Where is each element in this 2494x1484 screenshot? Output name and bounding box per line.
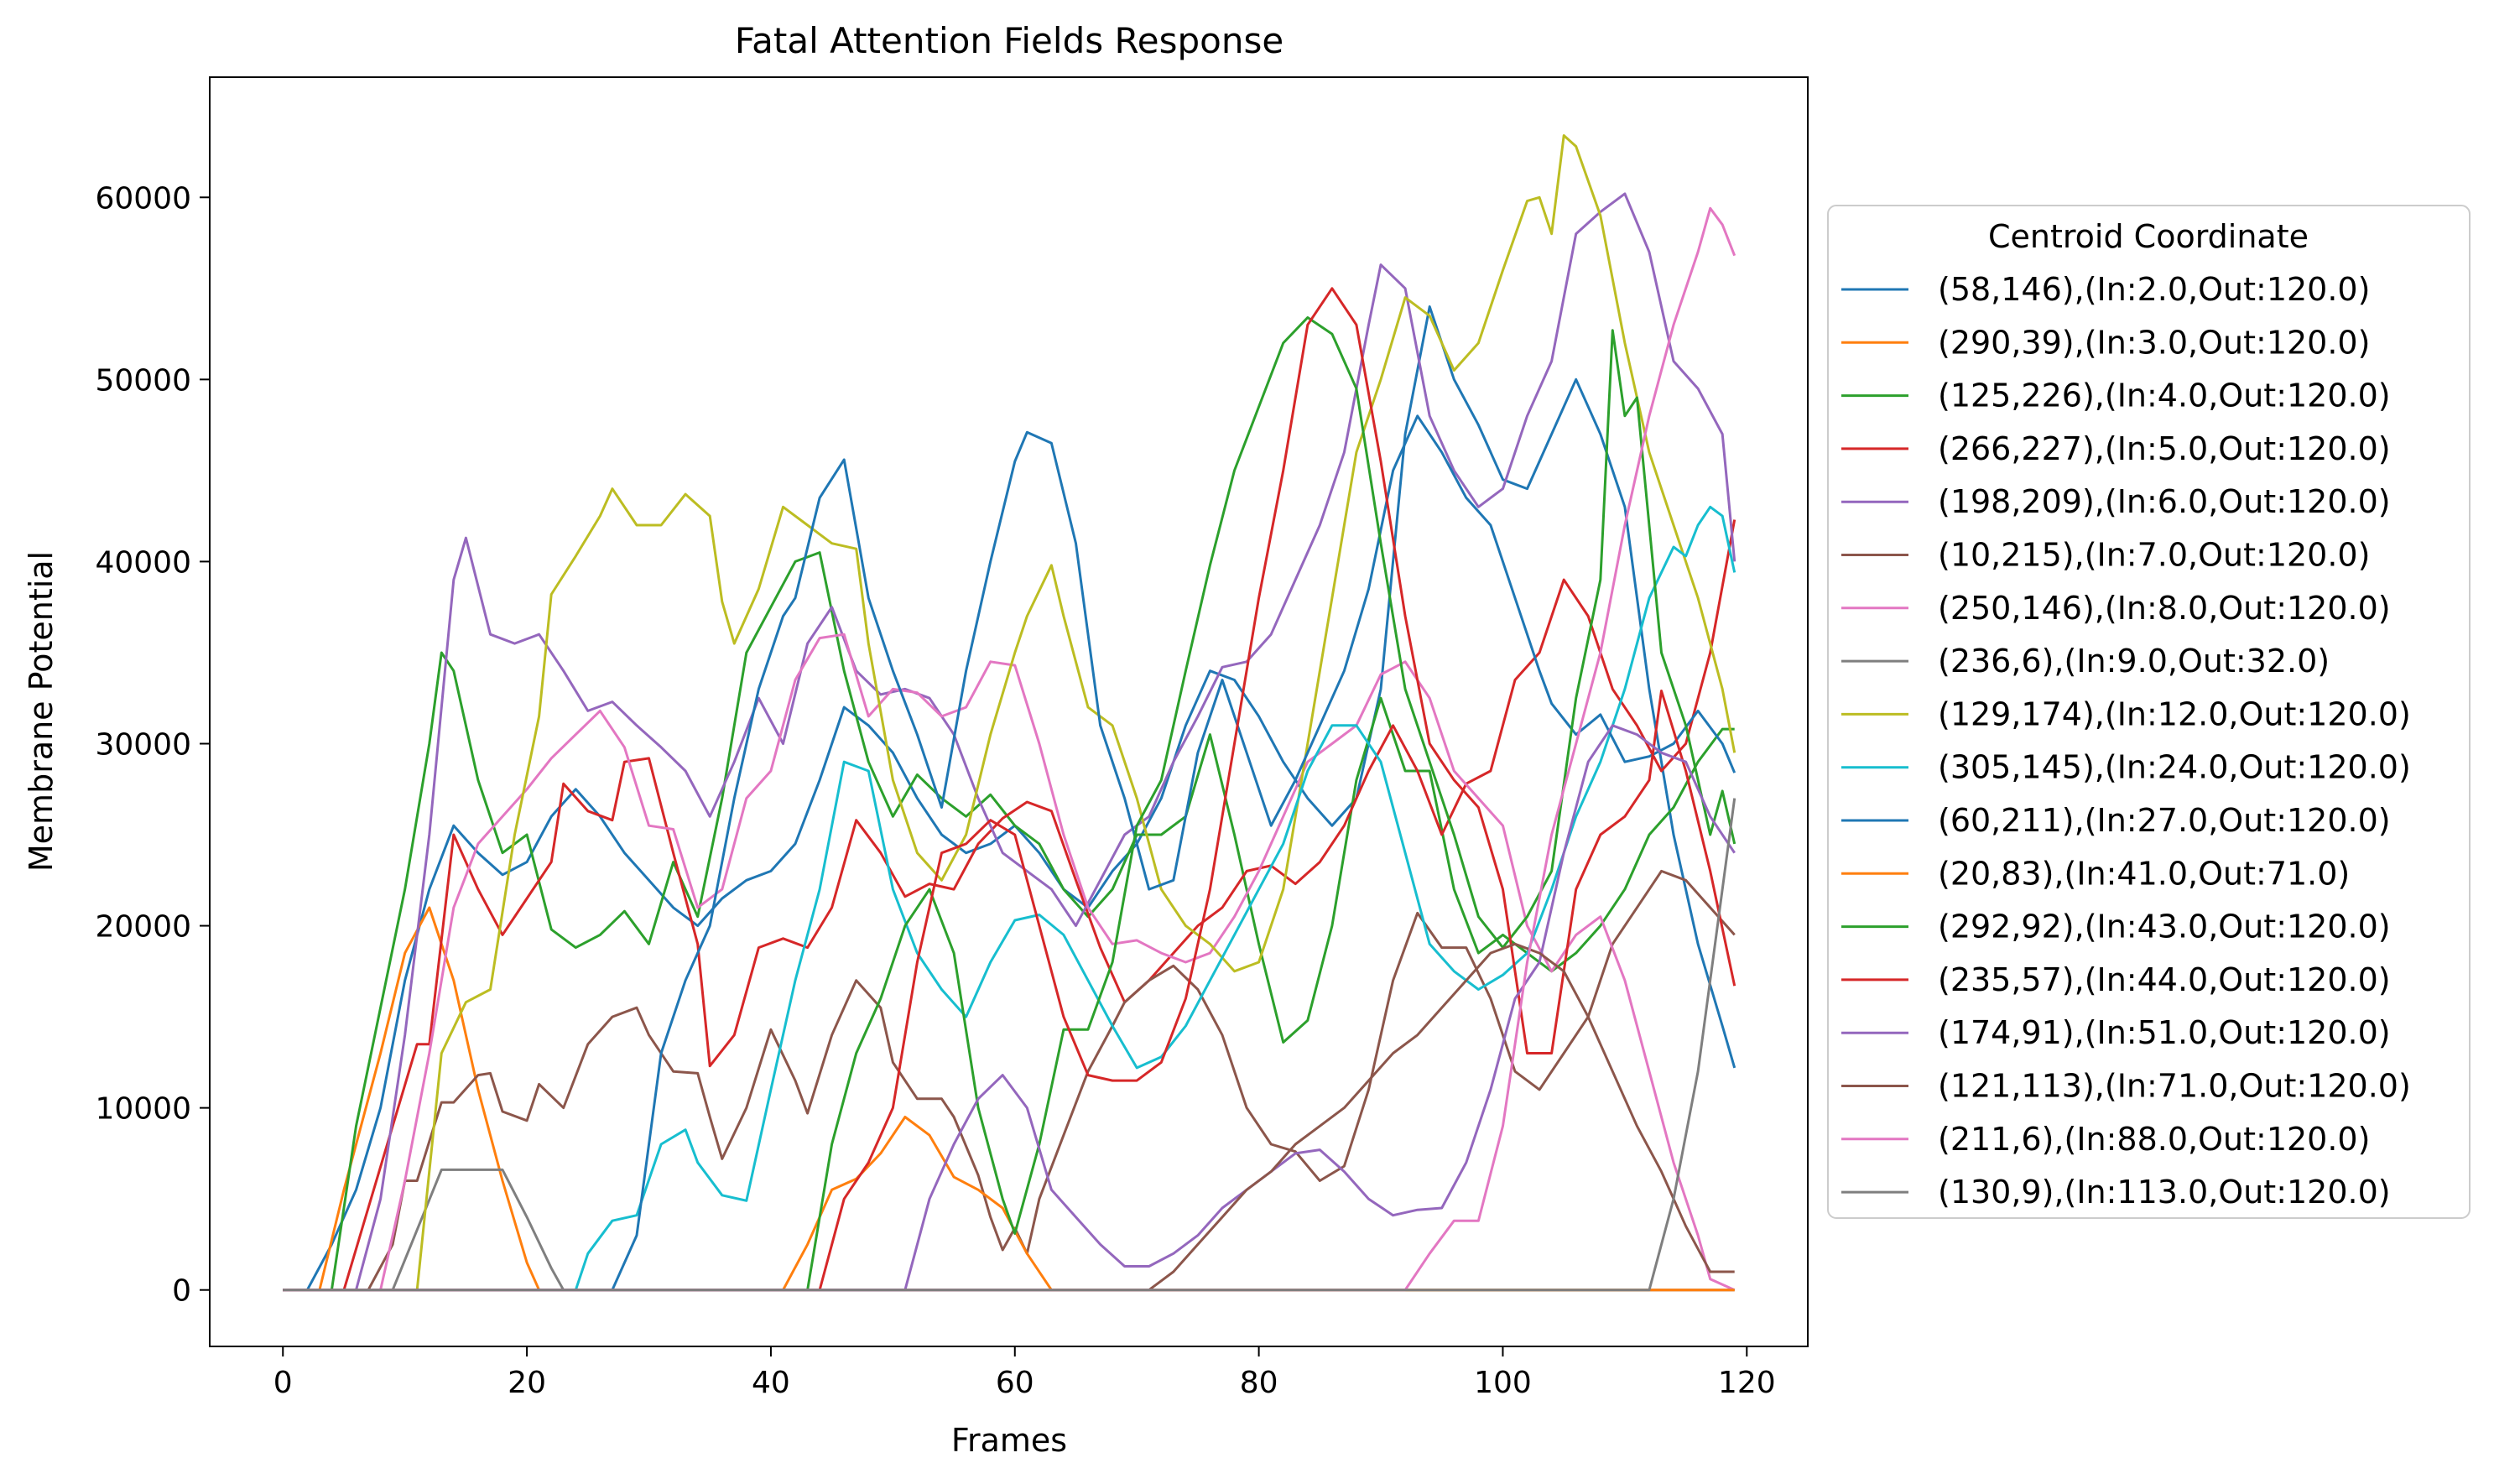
series-line — [283, 192, 1736, 1292]
x-tick-label: 80 — [1240, 1366, 1278, 1400]
legend-box — [1827, 205, 2471, 1219]
y-tick-label: 50000 — [95, 363, 191, 398]
y-axis-label: Membrane Potential — [23, 551, 60, 872]
legend-label: (235,57),(In:44.0,Out:120.0) — [1938, 961, 2391, 998]
legend-label: (250,146),(In:8.0,Out:120.0) — [1938, 590, 2391, 627]
y-tick-label: 10000 — [95, 1092, 191, 1127]
plot-frame — [209, 76, 1809, 1347]
series-line — [283, 869, 1736, 1292]
series-line — [283, 134, 1736, 1292]
x-tick-label: 100 — [1474, 1366, 1532, 1400]
legend-label: (10,215),(In:7.0,Out:120.0) — [1938, 537, 2370, 574]
series-line — [283, 724, 1736, 1292]
series-line — [283, 551, 1735, 1292]
series-line — [283, 798, 1736, 1292]
legend-label: (266,227),(In:5.0,Out:120.0) — [1938, 430, 2391, 467]
legend-label: (292,92),(In:43.0,Out:120.0) — [1938, 909, 2391, 945]
legend-label: (58,146),(In:2.0,Out:120.0) — [1938, 271, 2370, 308]
legend-label: (174,91),(In:51.0,Out:120.0) — [1938, 1014, 2391, 1051]
x-axis: 0 20 40 60 80 100 120 — [273, 1346, 1776, 1400]
legend: Centroid Coordinate (58,146),(In:2.0,Out… — [1827, 205, 2471, 1219]
series-line — [283, 414, 1736, 1292]
y-axis: 0 10000 20000 30000 40000 50000 60000 — [95, 181, 210, 1309]
legend-label: (20,83),(In:41.0,Out:71.0) — [1938, 855, 2350, 892]
series-line — [283, 316, 1736, 1292]
legend-entries: (58,146),(In:2.0,Out:120.0) (290,39),(In:… — [1841, 271, 2411, 1211]
legend-label: (236,6),(In:9.0,Out:32.0) — [1938, 643, 2330, 680]
legend-label: (121,113),(In:71.0,Out:120.0) — [1938, 1068, 2411, 1105]
x-tick-label: 20 — [508, 1366, 546, 1400]
x-tick-label: 60 — [996, 1366, 1034, 1400]
series-line — [283, 505, 1736, 1292]
y-tick-label: 40000 — [95, 545, 191, 580]
legend-label: (129,174),(In:12.0,Out:120.0) — [1938, 695, 2411, 732]
y-tick-label: 30000 — [95, 727, 191, 762]
legend-label: (60,211),(In:27.0,Out:120.0) — [1938, 802, 2391, 839]
series-line — [283, 1116, 1735, 1292]
series-line — [283, 1168, 1735, 1292]
legend-label: (125,226),(In:4.0,Out:120.0) — [1938, 378, 2391, 414]
y-tick-label: 60000 — [95, 181, 191, 216]
series-line — [283, 287, 1736, 1292]
series-line — [283, 942, 1735, 1292]
legend-label: (290,39),(In:3.0,Out:120.0) — [1938, 324, 2370, 361]
legend-label: (211,6),(In:88.0,Out:120.0) — [1938, 1121, 2370, 1158]
legend-label: (305,145),(In:24.0,Out:120.0) — [1938, 749, 2411, 786]
series-layer — [283, 134, 1736, 1292]
y-tick-label: 0 — [172, 1274, 191, 1309]
series-line — [283, 519, 1736, 1292]
legend-title: Centroid Coordinate — [1988, 218, 2309, 255]
y-tick-label: 20000 — [95, 910, 191, 945]
x-tick-label: 120 — [1718, 1366, 1776, 1400]
x-tick-label: 40 — [752, 1366, 790, 1400]
x-axis-label: Frames — [951, 1422, 1067, 1459]
series-line — [283, 206, 1736, 1292]
chart-title: Fatal Attention Fields Response — [735, 20, 1283, 61]
legend-label: (130,9),(In:113.0,Out:120.0) — [1938, 1174, 2391, 1211]
series-line — [283, 633, 1736, 1292]
x-tick-label: 0 — [273, 1366, 293, 1400]
legend-label: (198,209),(In:6.0,Out:120.0) — [1938, 483, 2391, 520]
